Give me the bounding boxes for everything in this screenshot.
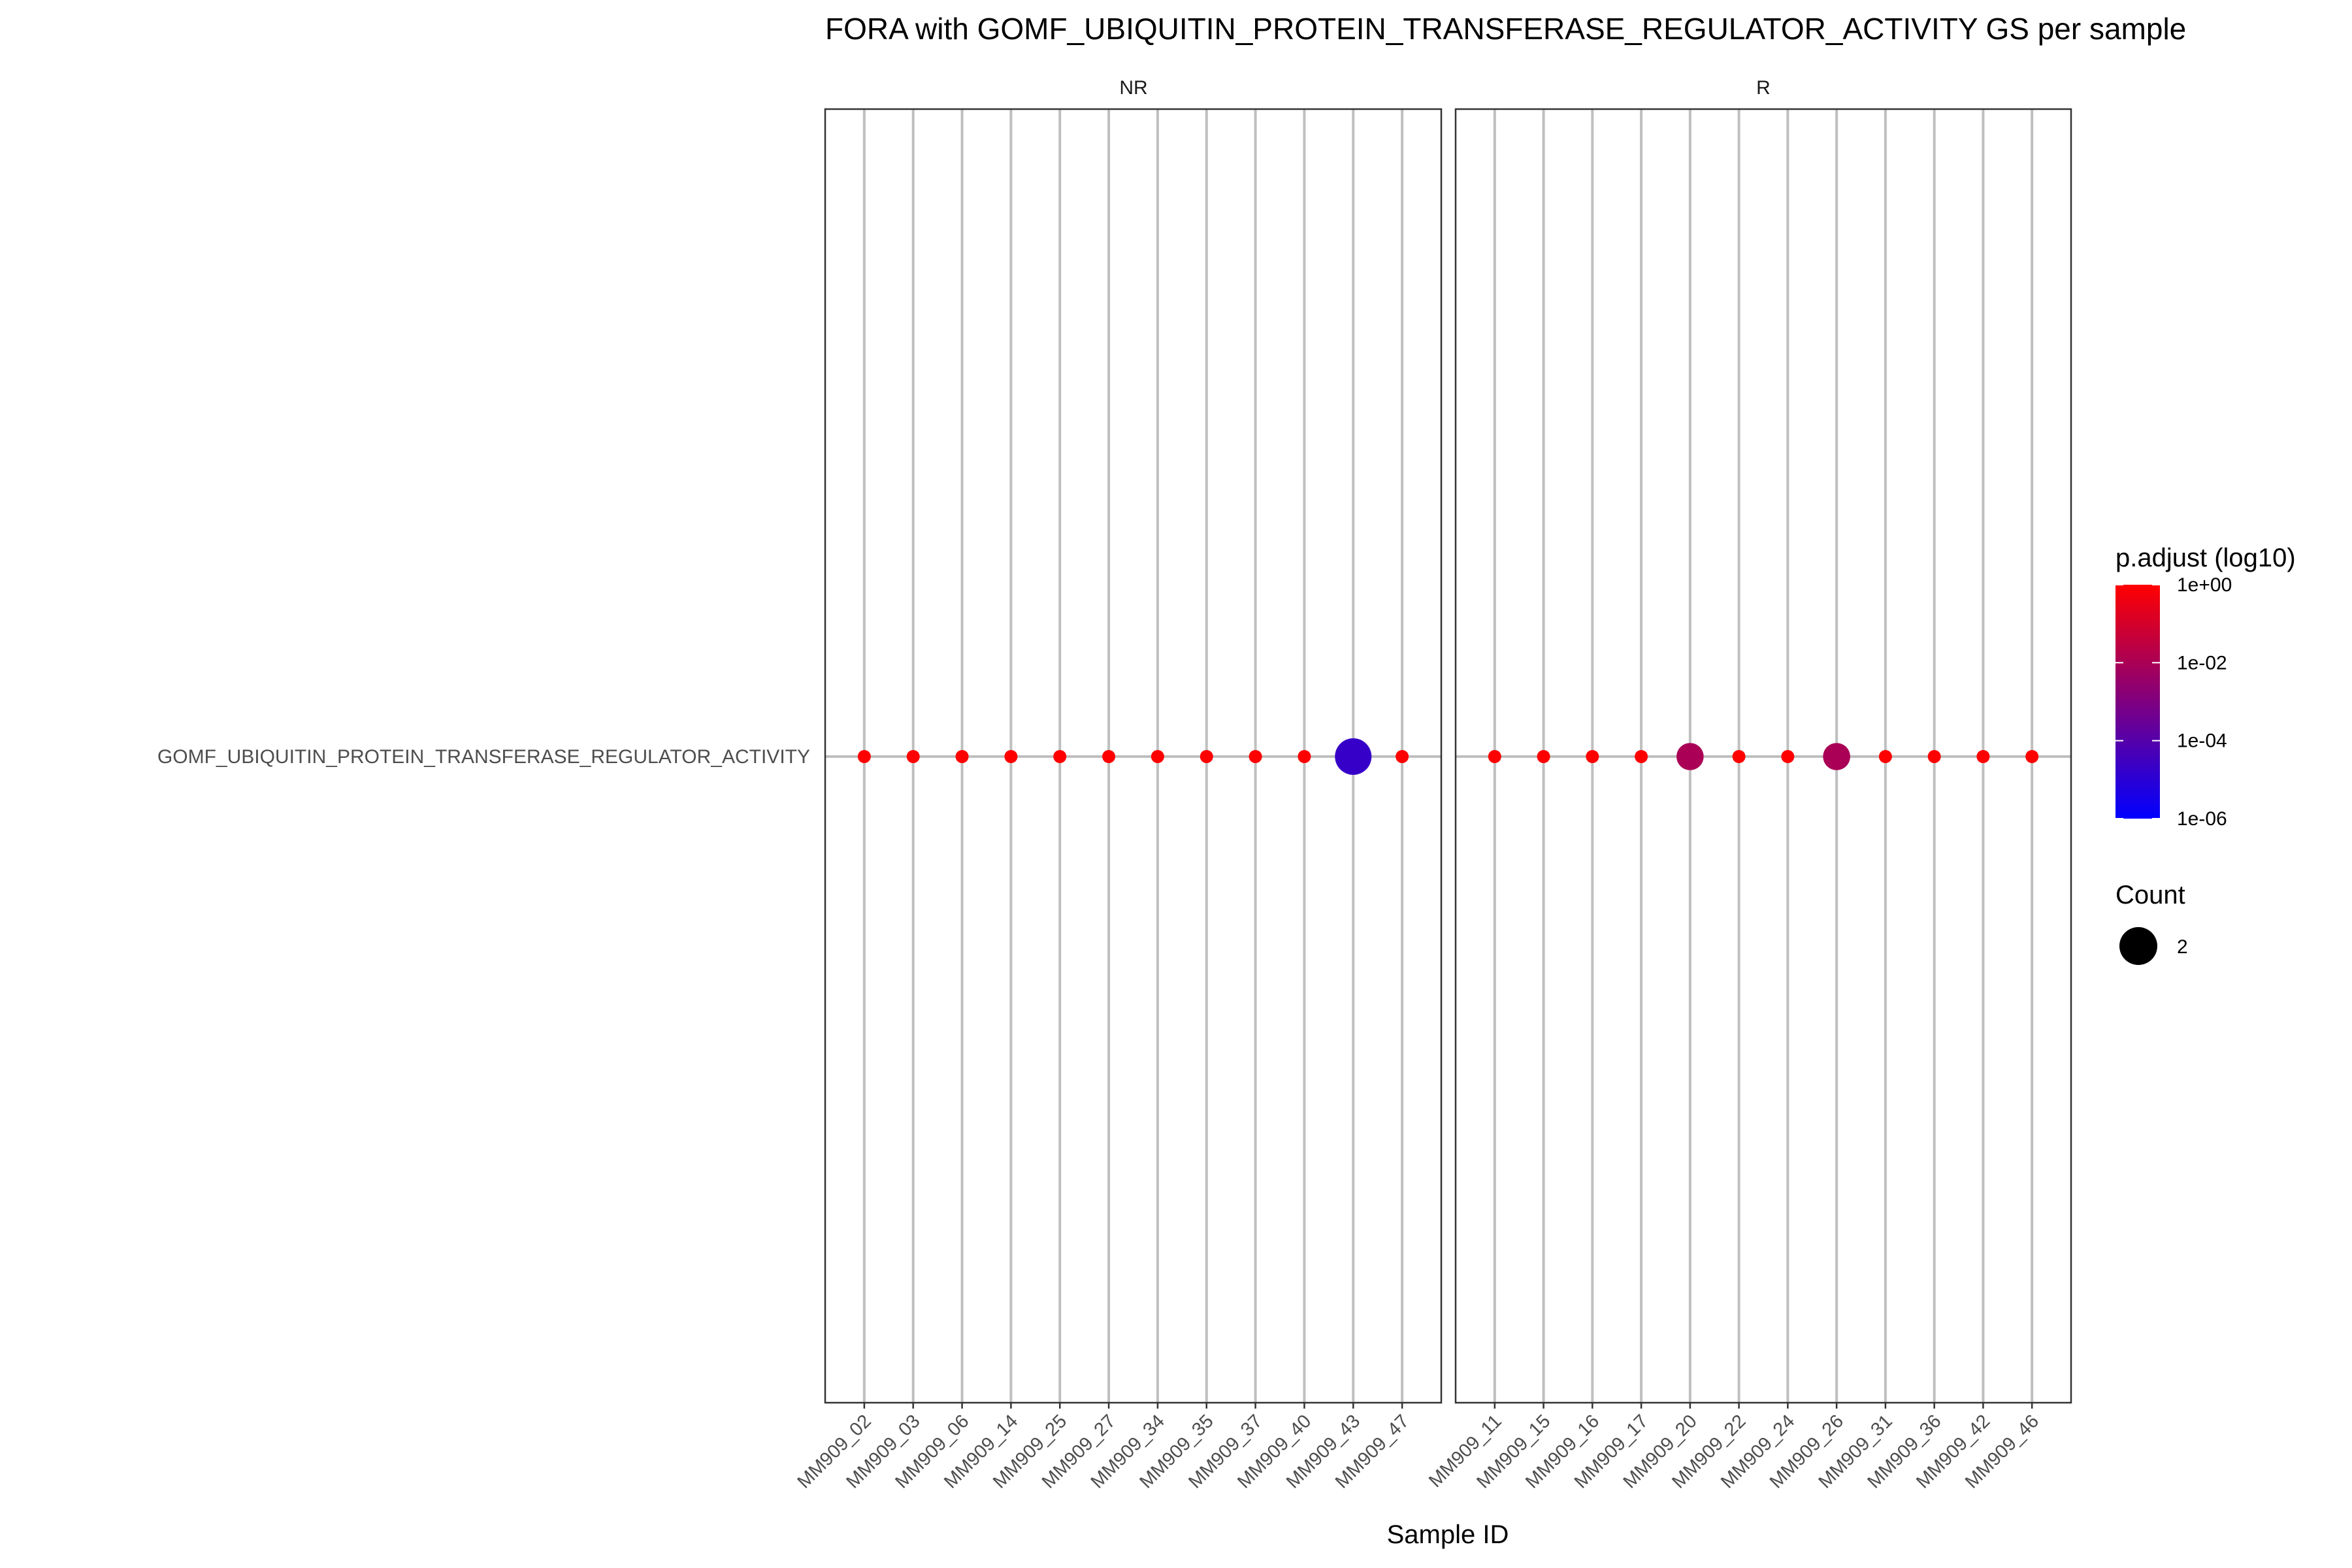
- data-point: [2025, 750, 2039, 763]
- color-legend-bar: [2115, 585, 2160, 819]
- facet-R: R MM909_11MM909_15MM909_16MM909_17MM909_…: [1425, 77, 2072, 1493]
- color-legend-ticks: 1e+00 1e-02 1e-04 1e-06: [2115, 574, 2232, 830]
- x-axis-title: Sample ID: [1387, 1520, 1509, 1549]
- data-point: [1053, 750, 1067, 763]
- data-point: [1927, 750, 1941, 763]
- data-point: [1249, 750, 1262, 763]
- data-point: [1635, 750, 1648, 763]
- data-point: [1335, 738, 1372, 775]
- data-point: [1676, 743, 1704, 770]
- panel-border-NR: [824, 108, 1443, 1404]
- data-point: [1298, 750, 1311, 763]
- facet-label-R: R: [1756, 77, 1771, 99]
- data-point: [1151, 750, 1164, 763]
- panel-border-R: [1454, 108, 2072, 1404]
- y-tick-label: GOMF_UBIQUITIN_PROTEIN_TRANSFERASE_REGUL…: [157, 746, 810, 768]
- facet-NR: NR MM909_02MM909_03MM909_06MM909_14MM909…: [794, 77, 1443, 1493]
- size-legend: Count 2: [2115, 881, 2188, 965]
- points-NR: [857, 738, 1409, 775]
- data-point: [1102, 750, 1116, 763]
- size-legend-label: 2: [2177, 936, 2188, 958]
- size-legend-title: Count: [2115, 881, 2185, 909]
- x-ticks-NR: MM909_02MM909_03MM909_06MM909_14MM909_25…: [794, 1403, 1413, 1493]
- color-legend-tick-label: 1e-02: [2177, 652, 2227, 674]
- data-point: [1488, 750, 1501, 763]
- color-legend-tick-label: 1e-04: [2177, 730, 2227, 752]
- data-point: [906, 750, 920, 763]
- facet-label-NR: NR: [1119, 77, 1147, 99]
- data-point: [1976, 750, 1990, 763]
- color-legend: p.adjust (log10) 1e+00 1e-02 1e-04 1e-06: [2115, 544, 2296, 830]
- data-point: [1823, 743, 1850, 770]
- data-point: [1781, 750, 1795, 763]
- color-legend-tick-label: 1e+00: [2177, 574, 2232, 596]
- plot-area: NR MM909_02MM909_03MM909_06MM909_14MM909…: [794, 77, 2072, 1493]
- color-legend-title: p.adjust (log10): [2115, 544, 2296, 572]
- data-point: [1586, 750, 1599, 763]
- points-R: [1488, 743, 2039, 770]
- data-point: [1537, 750, 1550, 763]
- data-point: [955, 750, 969, 763]
- x-ticks-R: MM909_11MM909_15MM909_16MM909_17MM909_20…: [1425, 1403, 2043, 1493]
- data-point: [1732, 750, 1746, 763]
- chart-title: FORA with GOMF_UBIQUITIN_PROTEIN_TRANSFE…: [825, 12, 2186, 46]
- data-point: [1004, 750, 1018, 763]
- data-point: [1878, 750, 1892, 763]
- size-legend-key: [2119, 927, 2157, 965]
- data-point: [1200, 750, 1213, 763]
- color-legend-tick-label: 1e-06: [2177, 808, 2227, 830]
- data-point: [857, 750, 871, 763]
- data-point: [1396, 750, 1409, 763]
